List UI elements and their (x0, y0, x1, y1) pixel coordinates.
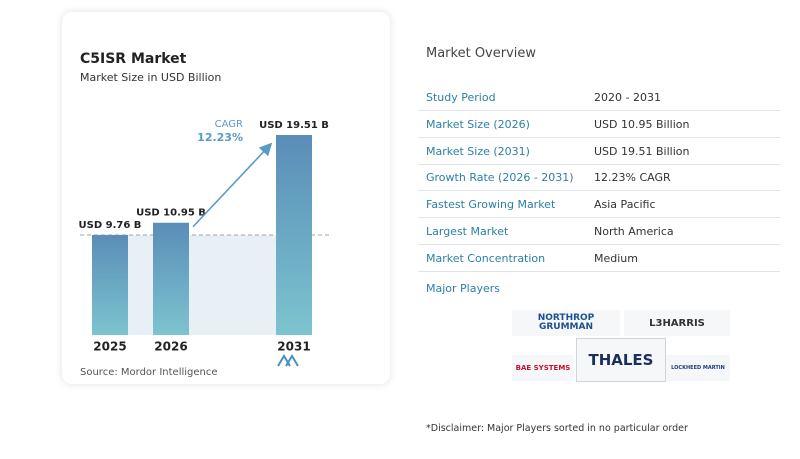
cagr-value: 12.23% (197, 131, 243, 144)
cagr-arrow (192, 142, 273, 228)
disclaimer: *Disclaimer: Major Players sorted in no … (426, 423, 688, 434)
row-label: Growth Rate (2026 - 2031) (426, 171, 574, 185)
value-label: USD 19.51 B (259, 120, 329, 131)
overview-title: Market Overview (426, 46, 537, 61)
row-label: Fastest Growing Market (426, 198, 556, 212)
row-value: Medium (594, 251, 638, 265)
x-tick-label: 2025 (93, 340, 126, 354)
chart-title: C5ISR Market (80, 51, 187, 67)
cagr-label: CAGR (215, 119, 243, 130)
row-value: North America (594, 225, 674, 238)
overview-row: Growth Rate (2026 - 2031) 12.23% CAGR (418, 164, 780, 192)
source: Source: Mordor Intelligence (80, 367, 218, 378)
player-logo: BAE SYSTEMS (512, 355, 574, 381)
row-value: USD 19.51 Billion (594, 144, 690, 158)
shade (128, 234, 276, 335)
overview-row: Fastest Growing Market Asia Pacific (418, 191, 780, 219)
bar (92, 234, 128, 335)
x-tick-label: 2031 (277, 340, 310, 354)
player-logo: L3HARRIS (624, 310, 730, 336)
chart: C5ISR Market Market Size in USD Billion … (79, 51, 330, 378)
player-logo: LOCKHEED MARTIN (666, 355, 730, 381)
chart-subtitle: Market Size in USD Billion (80, 71, 221, 84)
bar (153, 222, 189, 335)
row-label: Study Period (426, 91, 496, 104)
row-value: 2020 - 2031 (594, 91, 661, 104)
row-label: Largest Market (426, 225, 509, 238)
row-label: Market Size (2026) (426, 117, 530, 131)
row-value: USD 10.95 Billion (594, 117, 690, 131)
row-value: Asia Pacific (594, 198, 656, 212)
row-label: Market Concentration (426, 251, 546, 265)
row-label: Market Size (2031) (426, 144, 530, 158)
overview-row: Market Size (2026) USD 10.95 Billion (418, 111, 780, 138)
chart-card: C5ISR Market Market Size in USD Billion … (62, 12, 390, 384)
overview-row: Market Size (2031) USD 19.51 Billion (418, 138, 780, 165)
player-logo: THALES (576, 338, 666, 382)
bar (276, 135, 312, 335)
overview-row: Largest Market North America (418, 218, 780, 245)
x-tick-label: 2026 (154, 340, 187, 354)
brand-icon (277, 354, 299, 367)
player-logo: NORTHROP GRUMMAN (512, 310, 620, 336)
players-title: Major Players (426, 282, 500, 295)
overview-row: Market Concentration Medium (418, 245, 780, 272)
row-value: 12.23% CAGR (594, 171, 671, 185)
value-label: USD 9.76 B (79, 220, 142, 231)
overview-row: Study Period 2020 - 2031 (418, 84, 780, 111)
value-label: USD 10.95 B (136, 208, 206, 219)
